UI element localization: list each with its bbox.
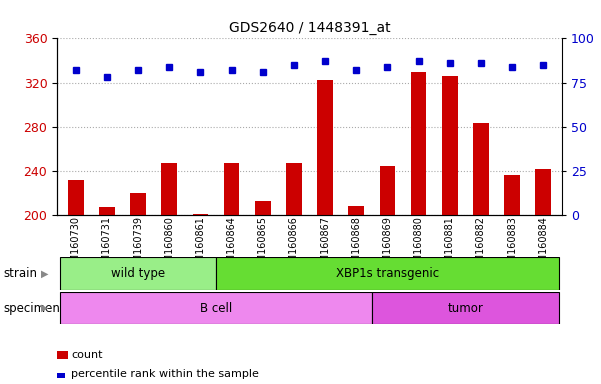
Bar <box>380 167 395 215</box>
Text: wild type: wild type <box>111 267 165 280</box>
Text: strain: strain <box>3 267 37 280</box>
Text: tumor: tumor <box>447 302 483 314</box>
Bar <box>255 201 270 215</box>
Title: GDS2640 / 1448391_at: GDS2640 / 1448391_at <box>229 21 390 35</box>
Bar <box>130 193 146 215</box>
Bar <box>286 163 302 215</box>
Bar <box>442 76 457 215</box>
Text: B cell: B cell <box>200 302 232 314</box>
Bar <box>162 163 177 215</box>
Bar <box>535 169 551 215</box>
Bar <box>60 257 216 290</box>
Bar <box>99 207 115 215</box>
Bar <box>349 206 364 215</box>
Bar <box>411 71 426 215</box>
Text: percentile rank within the sample: percentile rank within the sample <box>71 369 259 379</box>
Bar <box>60 292 372 324</box>
Bar <box>473 123 489 215</box>
Bar <box>372 292 559 324</box>
Text: ▶: ▶ <box>41 268 48 279</box>
Bar <box>193 214 208 215</box>
Bar <box>504 175 520 215</box>
Text: ▶: ▶ <box>41 303 48 313</box>
Text: XBP1s transgenic: XBP1s transgenic <box>336 267 439 280</box>
Bar <box>216 257 559 290</box>
Bar <box>68 180 84 215</box>
Text: specimen: specimen <box>3 302 60 314</box>
Bar <box>317 80 333 215</box>
Bar <box>224 163 239 215</box>
Text: count: count <box>71 350 102 360</box>
